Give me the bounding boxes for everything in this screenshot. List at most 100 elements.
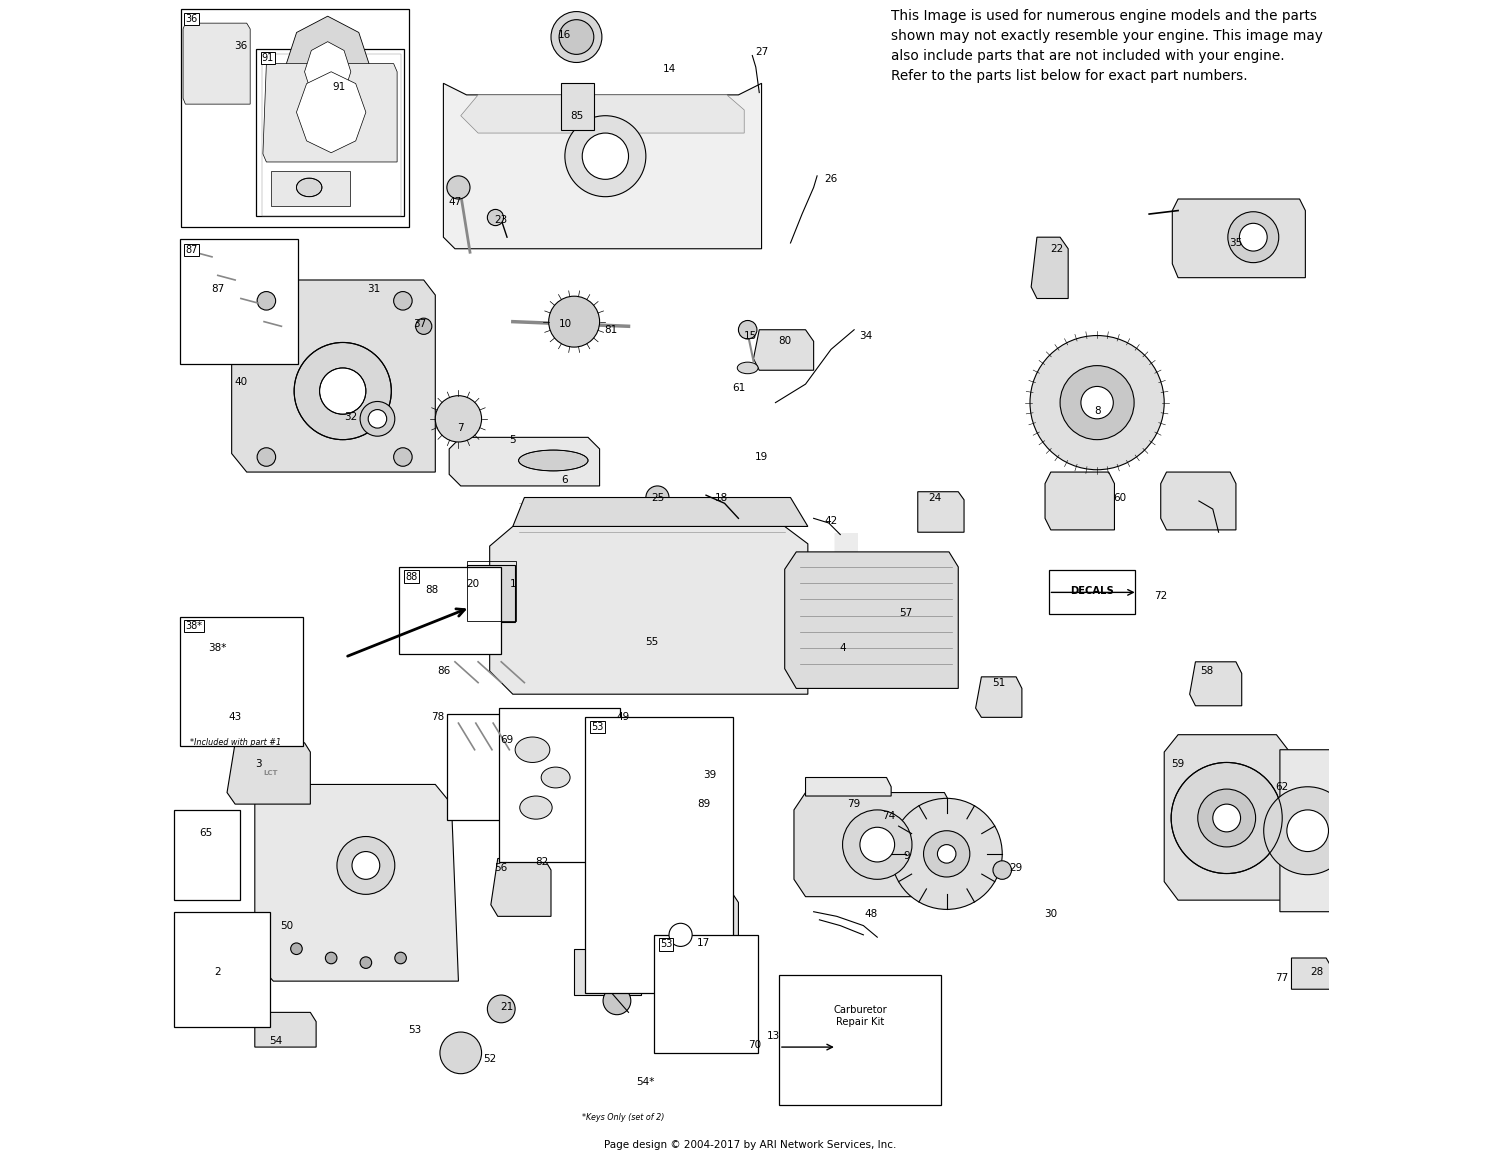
Text: 57: 57: [900, 609, 914, 618]
Text: 3: 3: [255, 759, 261, 768]
Text: 8: 8: [1094, 406, 1101, 415]
Text: 81: 81: [604, 325, 618, 334]
Bar: [256, 49, 404, 216]
Circle shape: [603, 987, 632, 1015]
Ellipse shape: [646, 961, 716, 982]
Bar: [466, 561, 516, 621]
Circle shape: [657, 912, 704, 958]
Bar: [447, 714, 560, 820]
Circle shape: [1239, 223, 1268, 251]
Circle shape: [1060, 366, 1134, 440]
Circle shape: [891, 798, 1002, 909]
Bar: [778, 975, 940, 1105]
Circle shape: [360, 957, 372, 968]
Text: 7: 7: [458, 423, 464, 433]
Ellipse shape: [542, 767, 570, 788]
Polygon shape: [753, 330, 813, 370]
Circle shape: [582, 133, 628, 179]
Circle shape: [256, 292, 276, 310]
Text: 47: 47: [448, 198, 462, 207]
Polygon shape: [183, 23, 250, 104]
Polygon shape: [1030, 237, 1068, 299]
Polygon shape: [460, 95, 744, 133]
Ellipse shape: [520, 796, 552, 819]
Circle shape: [447, 176, 470, 199]
Circle shape: [560, 20, 594, 54]
Text: 54*: 54*: [636, 1077, 656, 1086]
Circle shape: [1030, 336, 1164, 470]
Text: 18: 18: [714, 493, 728, 502]
Circle shape: [440, 1032, 482, 1074]
Text: 48: 48: [865, 909, 877, 919]
Polygon shape: [231, 280, 435, 472]
Text: DECALS: DECALS: [1070, 585, 1114, 596]
Text: 31: 31: [368, 285, 381, 294]
Text: 24: 24: [928, 493, 942, 502]
Circle shape: [326, 952, 338, 964]
Circle shape: [393, 292, 412, 310]
Text: 51: 51: [992, 678, 1005, 687]
Text: 88: 88: [405, 572, 417, 582]
Text: 27: 27: [754, 47, 768, 57]
Text: ARI: ARI: [630, 530, 870, 650]
Polygon shape: [255, 784, 459, 981]
Text: 25: 25: [651, 493, 664, 502]
Bar: [180, 239, 297, 364]
Text: 53: 53: [591, 722, 604, 732]
Circle shape: [859, 827, 894, 862]
Bar: [272, 171, 350, 206]
Text: 20: 20: [466, 580, 478, 589]
Circle shape: [320, 368, 366, 414]
Polygon shape: [262, 64, 398, 162]
Text: *Included with part #1: *Included with part #1: [189, 738, 280, 747]
Polygon shape: [1046, 472, 1114, 530]
Circle shape: [550, 12, 602, 62]
Text: 30: 30: [1044, 909, 1058, 919]
Text: 60: 60: [1113, 493, 1126, 502]
Text: 87: 87: [211, 285, 225, 294]
Text: 61: 61: [732, 383, 746, 392]
Polygon shape: [806, 778, 891, 796]
Circle shape: [1287, 810, 1329, 852]
Text: LCT: LCT: [264, 769, 279, 776]
Text: 74: 74: [882, 811, 896, 820]
Text: 26: 26: [825, 175, 837, 184]
Circle shape: [669, 923, 692, 946]
Bar: [1048, 570, 1136, 614]
Circle shape: [294, 342, 392, 440]
Text: 32: 32: [344, 412, 357, 421]
Text: 2: 2: [214, 967, 220, 977]
Text: Carburetor
Repair Kit: Carburetor Repair Kit: [833, 1004, 886, 1027]
Text: 59: 59: [1172, 759, 1185, 768]
Text: 58: 58: [1200, 666, 1214, 676]
Circle shape: [549, 296, 600, 347]
Text: 15: 15: [744, 331, 756, 340]
Text: 16: 16: [558, 30, 572, 39]
Text: 5: 5: [510, 435, 516, 444]
Text: 1: 1: [510, 580, 516, 589]
Text: 53: 53: [660, 939, 672, 950]
Text: 82: 82: [536, 857, 549, 867]
Text: 21: 21: [501, 1002, 513, 1011]
Text: 35: 35: [1230, 238, 1242, 248]
Polygon shape: [975, 677, 1022, 717]
Text: 77: 77: [1275, 973, 1288, 982]
Circle shape: [924, 831, 970, 877]
Text: 69: 69: [501, 736, 513, 745]
Polygon shape: [784, 552, 958, 688]
Text: 87: 87: [186, 245, 198, 256]
Circle shape: [234, 705, 248, 718]
Text: 36: 36: [234, 42, 248, 51]
Circle shape: [1082, 386, 1113, 419]
Circle shape: [368, 410, 387, 428]
Circle shape: [1263, 787, 1352, 875]
Polygon shape: [1164, 735, 1288, 900]
Circle shape: [416, 318, 432, 334]
Polygon shape: [444, 83, 762, 249]
Polygon shape: [297, 72, 366, 153]
Text: 13: 13: [766, 1031, 780, 1040]
Text: 55: 55: [645, 638, 658, 647]
Polygon shape: [918, 492, 964, 532]
Circle shape: [1214, 804, 1240, 832]
Bar: [399, 567, 501, 654]
